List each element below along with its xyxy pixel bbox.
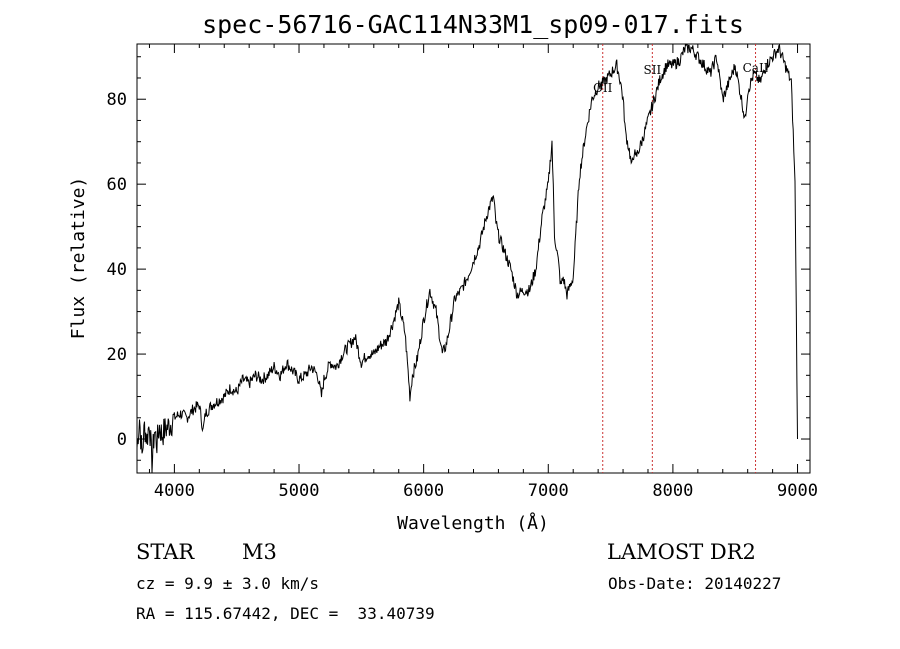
spectral-line-markers: OII SII CaII (593, 44, 769, 473)
x-tick-label: 6000 (403, 481, 444, 501)
y-tick-label: 60 (107, 175, 127, 195)
line-marker-label: SII (643, 63, 661, 77)
plot-border (136, 43, 811, 474)
y-tick-label: 0 (117, 430, 127, 450)
x-tick-label: 4000 (154, 481, 195, 501)
line-marker-label: CaII (743, 61, 769, 75)
spectrum-series-line (136, 43, 798, 474)
obs-date: Obs-Date: 20140227 (608, 574, 782, 593)
line-marker-label: OII (593, 81, 613, 95)
chart-title: spec-56716-GAC114N33M1_sp09-017.fits (202, 10, 744, 39)
x-tick-label: 8000 (652, 481, 693, 501)
x-axis: 4000 5000 6000 7000 8000 9000 (148, 44, 818, 501)
survey-name: LAMOST DR2 (607, 540, 756, 564)
y-tick-label: 40 (107, 260, 127, 280)
object-class: STAR (136, 540, 195, 564)
x-axis-label: Wavelength (Å) (397, 512, 549, 534)
object-subclass: M3 (242, 540, 277, 564)
x-tick-label: 7000 (528, 481, 569, 501)
x-tick-label: 5000 (279, 481, 320, 501)
redshift-text: cz = 9.9 ± 3.0 km/s (136, 574, 320, 593)
y-tick-label: 20 (107, 345, 127, 365)
y-tick-label: 80 (107, 90, 127, 110)
y-axis-label: Flux (relative) (68, 177, 89, 340)
coordinates: RA = 115.67442, DEC = 33.40739 (136, 604, 435, 623)
y-axis: 0 20 40 60 80 (107, 56, 810, 461)
x-tick-label: 9000 (777, 481, 818, 501)
plot-frame (136, 43, 811, 474)
